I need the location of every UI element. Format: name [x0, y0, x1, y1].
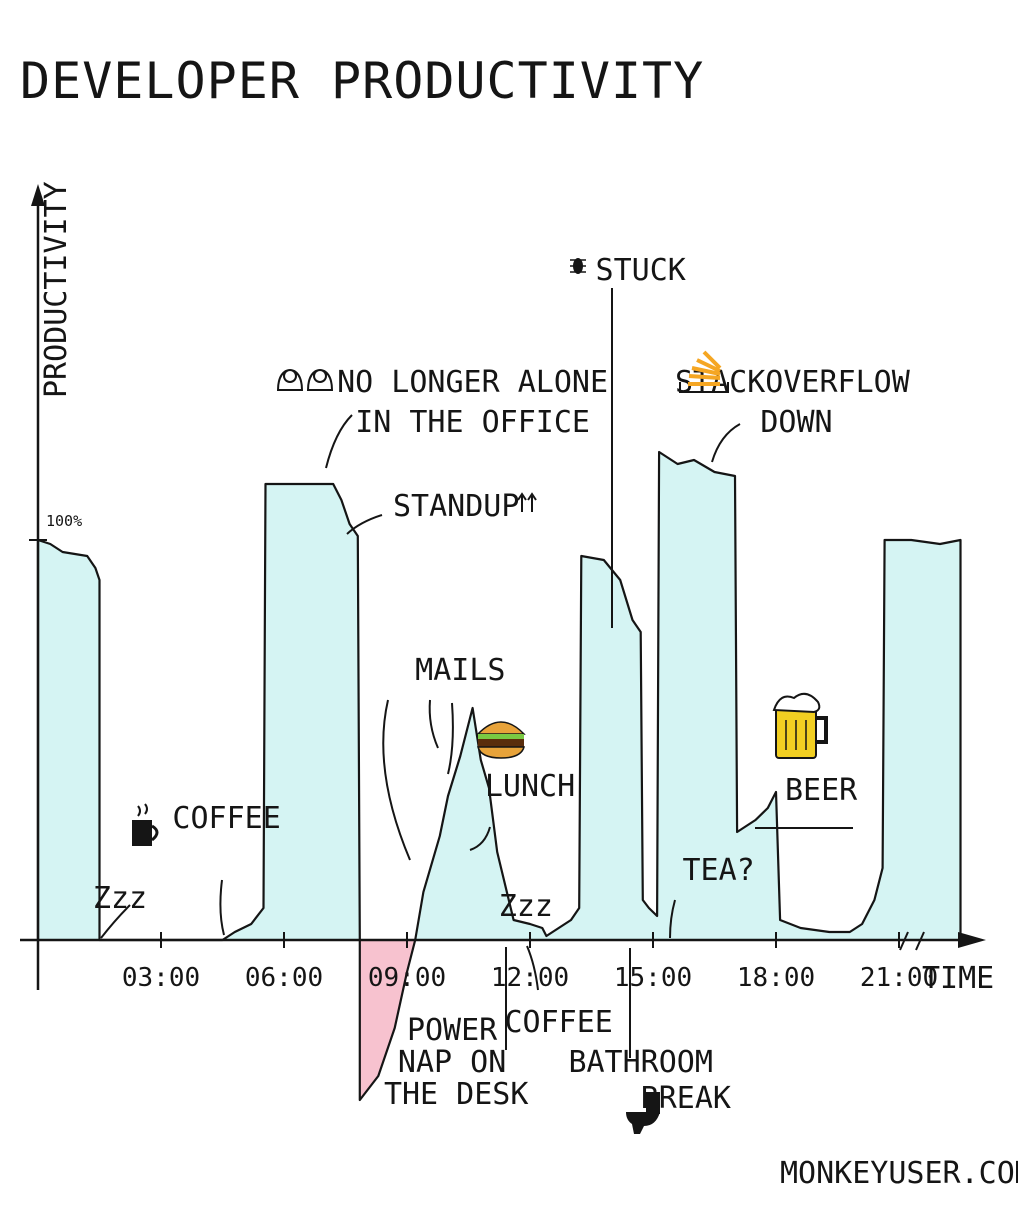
y-reference-label: 100% — [46, 512, 82, 530]
annotation-arrow — [325, 414, 353, 469]
x-tick-label: 03:00 — [122, 963, 200, 993]
annotation-arrow — [669, 899, 676, 939]
toilet-icon — [626, 1092, 660, 1134]
area-layer — [36, 450, 962, 1102]
x-tick-label: 15:00 — [614, 963, 692, 993]
annotation-label: LUNCH — [485, 769, 575, 804]
y-axis-label: PRODUCTIVITY — [39, 181, 74, 398]
annotation-arrow — [100, 904, 131, 939]
coffee-cup-icon — [132, 803, 159, 846]
annotation-arrow — [526, 945, 539, 991]
axis-break-marks — [899, 931, 925, 951]
x-tick-label: 06:00 — [245, 963, 323, 993]
x-axis-arrowhead — [958, 932, 986, 948]
annotation-label: NO LONGER ALONE — [337, 365, 608, 400]
annotation-arrow — [382, 699, 411, 861]
annotation-arrow — [428, 699, 439, 749]
x-axis-label: TIME — [922, 961, 994, 996]
annotation-label: COFFEE — [172, 801, 280, 836]
annotation-label: MAILS — [415, 653, 505, 688]
x-tick-label: 21:00 — [860, 963, 938, 993]
chart-title: DEVELOPER PRODUCTIVITY — [20, 52, 704, 110]
productivity-line — [36, 450, 962, 1102]
annotation-label: IN THE OFFICE — [355, 405, 590, 440]
annotation-label: TEA? — [682, 853, 754, 888]
annotation-label: STUCK — [596, 253, 686, 288]
annotation-label: THE DESK — [384, 1077, 529, 1112]
annotation-label: Zzz — [93, 881, 147, 916]
annotation-label: BEER — [785, 773, 858, 808]
people-icon — [276, 368, 334, 391]
annotation-arrow — [219, 879, 225, 936]
negative-area-fill — [359, 940, 416, 1100]
annotation-arrow — [447, 702, 454, 775]
burger-icon — [476, 721, 526, 759]
tick-layer: 03:00 06:00 09:00 12:00 15:00 18:00 21:00 — [122, 932, 938, 993]
x-tick-label: 09:00 — [368, 963, 446, 993]
annotation-layer: Zzz COFFEE NO LONGER ALONE IN THE OFFICE STA… — [93, 253, 911, 1134]
annotation-label: DOWN — [760, 405, 832, 440]
axes-layer: PRODUCTIVITY TIME 100% — [20, 181, 994, 996]
x-tick-label: 18:00 — [737, 963, 815, 993]
annotation-label: Zzz — [499, 889, 553, 924]
x-tick-label: 12:00 — [491, 963, 569, 993]
beer-mug-icon — [772, 692, 828, 759]
annotation-label: COFFEE — [505, 1005, 613, 1040]
stackoverflow-icon — [679, 350, 729, 393]
bug-icon — [570, 258, 586, 274]
annotation-arrow — [346, 514, 383, 535]
up-arrows-icon — [517, 492, 537, 512]
annotation-label: POWER — [407, 1013, 498, 1048]
y-axis-arrowhead — [31, 184, 45, 206]
annotation-arrow — [469, 826, 491, 851]
annotation-label: NAP ON — [398, 1045, 506, 1080]
annotation-label: STANDUP — [393, 489, 519, 524]
annotation-label: BATHROOM — [568, 1045, 713, 1080]
credit-text: MONKEYUSER.COM — [780, 1156, 1018, 1191]
positive-area-fill — [38, 452, 961, 940]
annotation-arrow — [711, 423, 741, 463]
